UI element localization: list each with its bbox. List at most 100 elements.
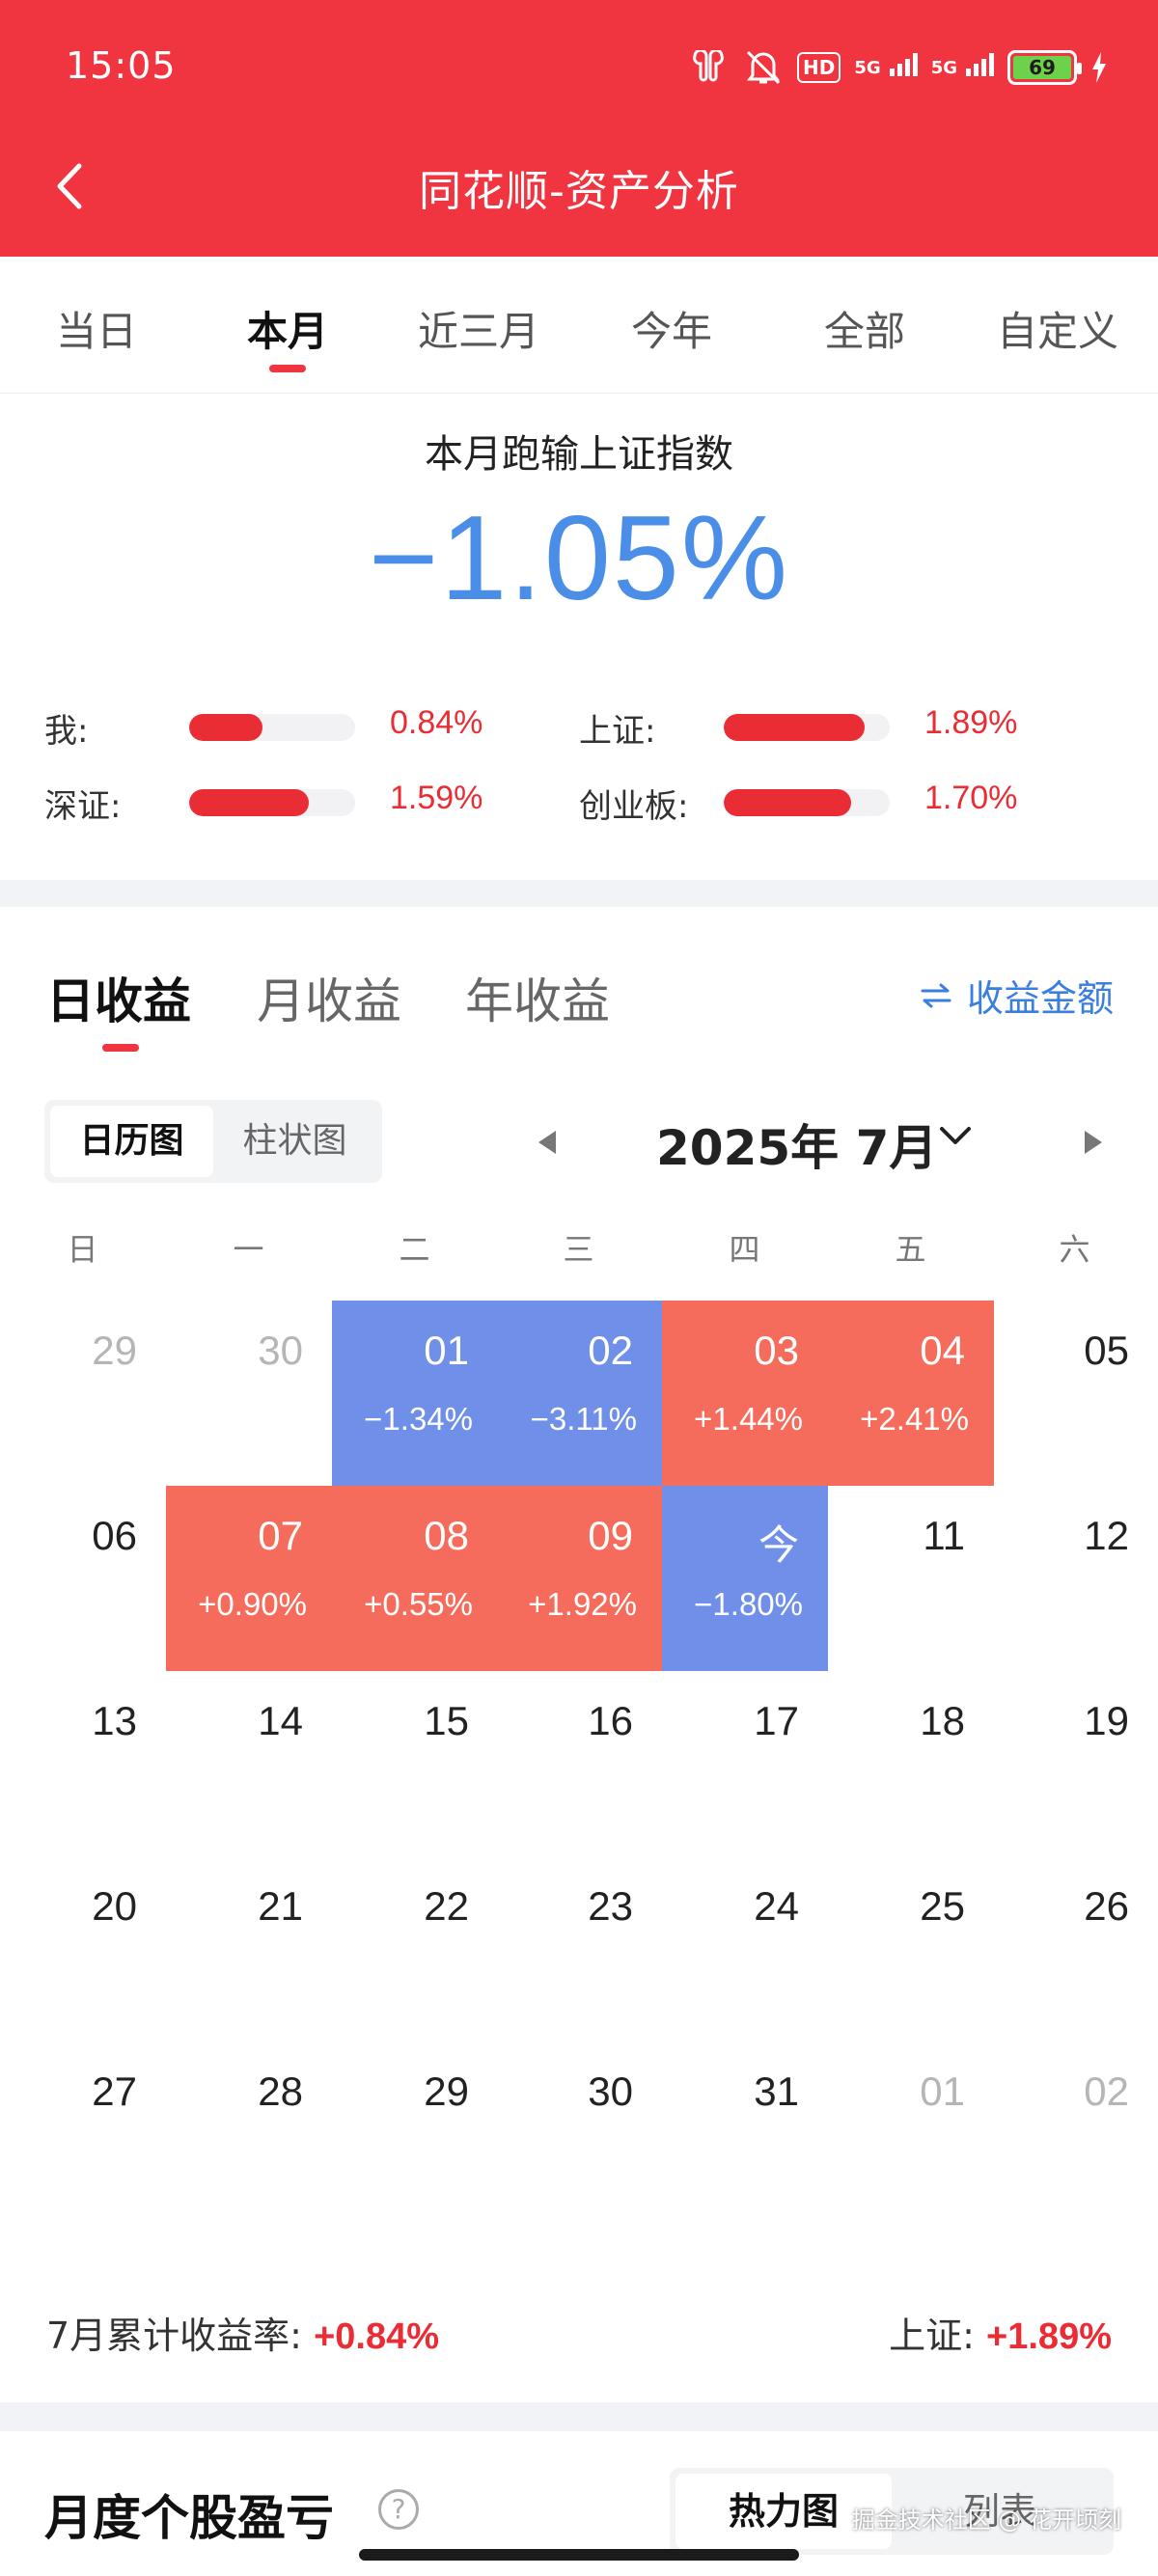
calendar-day-number: 12 [1084, 1513, 1129, 1558]
calendar-day[interactable]: 25 [828, 1856, 994, 2042]
help-icon[interactable]: ? [378, 2489, 419, 2530]
calendar-day[interactable]: 26 [994, 1856, 1158, 2042]
calendar-day[interactable]: 24 [662, 1856, 828, 2042]
tab-three-months[interactable]: 近三月 [417, 308, 539, 355]
tab-yearly-earnings[interactable]: 年收益 [465, 973, 610, 1029]
calendar-day[interactable]: 02 [994, 2042, 1158, 2227]
calendar-day[interactable]: 30 [166, 1301, 332, 1486]
calendar-day[interactable]: 01 [828, 2042, 994, 2227]
calendar-day[interactable]: 07 +0.90% [166, 1486, 332, 1671]
calendar-day-return: +1.92% [528, 1586, 637, 1622]
calendar-day[interactable]: 21 [166, 1856, 332, 2042]
calendar-day-return: −3.11% [530, 1401, 637, 1437]
watermark: 掘金技术社区 @ 花开顷刻 [851, 2507, 1121, 2534]
compare-bar-track [189, 789, 355, 816]
calendar-day[interactable]: 22 [332, 1856, 498, 2042]
index-comparison-card: 本月跑输上证指数 −1.05% 我: 0.84% 上证: 1.89% 深证: 1… [0, 394, 1158, 880]
heatmap-view-button[interactable]: 热力图 [676, 2474, 892, 2549]
calendar-day[interactable]: 03 +1.44% [662, 1301, 828, 1486]
earnings-summary: 7月累计收益率: +0.84% 上证: +1.89% [46, 2306, 1112, 2359]
view-mode-switch: 日历图 柱状图 [44, 1100, 382, 1183]
calendar-day[interactable]: 01 −1.34% [332, 1301, 498, 1486]
calendar-day[interactable]: 28 [166, 2042, 332, 2227]
calendar-day[interactable]: 29 [332, 2042, 498, 2227]
tab-daily-earnings[interactable]: 日收益 [46, 973, 191, 1029]
comparison-title: 本月跑输上证指数 [425, 432, 733, 477]
calendar-day-number: 27 [92, 2069, 137, 2114]
calendar-day-number: 03 [754, 1328, 799, 1373]
calendar-day[interactable]: 27 [0, 2042, 166, 2227]
tab-custom[interactable]: 自定义 [996, 308, 1118, 355]
calendar-day-number: 05 [1084, 1328, 1129, 1373]
compare-bar-track [724, 789, 890, 816]
calendar-day[interactable]: 17 [662, 1671, 828, 1856]
calendar-day-number: 13 [92, 1698, 137, 1743]
calendar-day-number: 17 [754, 1698, 799, 1743]
calendar-day[interactable]: 11 [828, 1486, 994, 1671]
tab-this-month[interactable]: 本月 [246, 308, 328, 355]
amount-toggle-button[interactable]: 收益金额 [919, 969, 1114, 1022]
calendar-day[interactable]: 29 [0, 1301, 166, 1486]
calendar-day[interactable]: 05 [994, 1301, 1158, 1486]
calendar-day[interactable]: 12 [994, 1486, 1158, 1671]
calendar-day[interactable]: 04 +2.41% [828, 1301, 994, 1486]
calendar-day[interactable]: 16 [498, 1671, 662, 1856]
calendar-day-number: 08 [424, 1513, 469, 1558]
list-view-button[interactable]: 列表 [962, 2490, 1036, 2533]
battery-icon: 69 [1007, 50, 1082, 85]
calendar-day[interactable]: 18 [828, 1671, 994, 1856]
compare-bar [724, 789, 852, 816]
calendar-day[interactable]: 13 [0, 1671, 166, 1856]
page-title: 同花顺-资产分析 [419, 167, 739, 216]
earbuds-icon [687, 50, 730, 85]
compare-label: 深证: [44, 787, 122, 826]
calendar-day[interactable]: 08 +0.55% [332, 1486, 498, 1671]
calendar-day[interactable]: 02 −3.11% [498, 1301, 662, 1486]
calendar-day[interactable]: 31 [662, 2042, 828, 2227]
hd-badge: HD [797, 52, 841, 83]
calendar-day[interactable]: 23 [498, 1856, 662, 2042]
pnl-view-switch: 热力图 列表 [670, 2468, 1114, 2555]
monthly-pnl-title: 月度个股盈亏 [44, 2490, 334, 2546]
calendar-day-number: 01 [920, 2069, 965, 2114]
calendar-day[interactable]: 30 [498, 2042, 662, 2227]
weekday-label: 三 [563, 1231, 594, 1268]
compare-bar-track [724, 714, 890, 741]
prev-month-button[interactable] [538, 1131, 556, 1154]
calendar-day[interactable]: 09 +1.92% [498, 1486, 662, 1671]
signal-icon-2: 5G [931, 52, 994, 78]
calendar-day[interactable]: 06 [0, 1486, 166, 1671]
home-indicator[interactable] [359, 2549, 799, 2561]
bar-view-button[interactable]: 柱状图 [242, 1121, 347, 1161]
calendar-day-number: 09 [588, 1513, 633, 1558]
calendar-day-number: 30 [588, 2069, 633, 2114]
tab-monthly-earnings[interactable]: 月收益 [257, 973, 401, 1029]
weekday-label: 四 [729, 1231, 760, 1268]
tab-today[interactable]: 当日 [55, 308, 137, 355]
back-button[interactable] [44, 152, 102, 220]
compare-value: 0.84% [390, 704, 483, 741]
calendar-day[interactable]: 今 −1.80% [662, 1486, 828, 1671]
calendar-day-return: +1.44% [694, 1401, 803, 1437]
calendar-view-button[interactable]: 日历图 [50, 1106, 213, 1177]
calendar-day-number: 14 [258, 1698, 303, 1743]
calendar-day-number: 31 [754, 2069, 799, 2114]
month-label[interactable]: 2025年 7月 [656, 1120, 938, 1176]
compare-label: 创业板: [579, 787, 689, 826]
compare-bar [724, 714, 866, 741]
calendar-day[interactable]: 14 [166, 1671, 332, 1856]
period-tabs: 当日 本月 近三月 今年 全部 自定义 [0, 257, 1158, 394]
calendar-day-number: 11 [923, 1513, 965, 1558]
tab-this-year[interactable]: 今年 [630, 308, 712, 355]
next-month-button[interactable] [1085, 1131, 1102, 1154]
calendar-day[interactable]: 15 [332, 1671, 498, 1856]
tab-all[interactable]: 全部 [823, 308, 905, 355]
mute-bell-icon [743, 48, 784, 87]
weekday-label: 日 [67, 1231, 98, 1268]
calendar-day[interactable]: 19 [994, 1671, 1158, 1856]
chevron-down-icon[interactable] [936, 1117, 975, 1156]
calendar-day-number: 16 [588, 1698, 633, 1743]
calendar-day[interactable]: 20 [0, 1856, 166, 2042]
charging-icon [1090, 51, 1108, 84]
compare-label: 上证: [579, 712, 656, 751]
